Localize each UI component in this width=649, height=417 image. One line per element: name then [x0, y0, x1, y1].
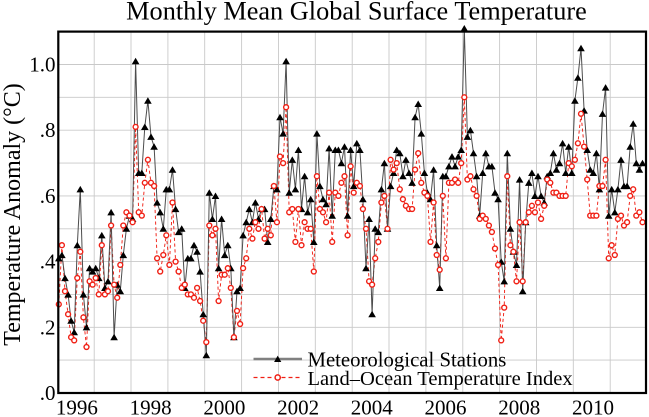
svg-text:.4: .4: [40, 250, 56, 274]
svg-text:Monthly Mean Global Surface Te: Monthly Mean Global Surface Temperature: [126, 0, 587, 26]
svg-text:1998: 1998: [130, 395, 172, 417]
svg-text:.8: .8: [40, 118, 56, 142]
svg-text:.2: .2: [40, 315, 56, 339]
svg-text:2004: 2004: [351, 395, 394, 417]
svg-text:Temperature Anomaly (°C): Temperature Anomaly (°C): [0, 83, 26, 346]
svg-text:2002: 2002: [277, 395, 319, 417]
svg-text:1996: 1996: [56, 395, 98, 417]
svg-text:2000: 2000: [203, 395, 245, 417]
svg-text:2006: 2006: [425, 395, 467, 417]
svg-text:1.0: 1.0: [29, 53, 55, 77]
svg-text:Meteorological Stations: Meteorological Stations: [308, 350, 507, 372]
svg-text:2010: 2010: [572, 395, 614, 417]
svg-text:.6: .6: [40, 184, 56, 208]
svg-text:2008: 2008: [498, 395, 540, 417]
svg-text:Land–Ocean Temperature Index: Land–Ocean Temperature Index: [308, 368, 574, 390]
svg-text:.0: .0: [40, 381, 56, 405]
